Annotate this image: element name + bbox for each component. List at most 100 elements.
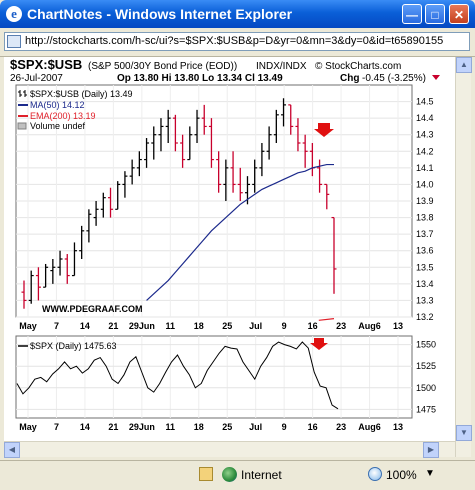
ohlc-bar [194, 109, 200, 143]
ohlc-bar [21, 280, 27, 309]
zone-label: Internet [241, 468, 282, 482]
chevron-down-icon[interactable]: ▼ [425, 468, 435, 479]
maximize-icon[interactable]: □ [425, 4, 445, 24]
url-field[interactable]: http://stockcharts.com/h-sc/ui?s=$SPX:$U… [4, 32, 470, 51]
zoom-label[interactable]: 100% [386, 468, 417, 482]
internet-zone-icon [222, 467, 237, 482]
price-x-tick-label: May [19, 321, 37, 331]
price-y-tick-label: 13.5 [416, 262, 434, 272]
ohlc-bar [295, 118, 301, 152]
spx-x-tick-label: 14 [80, 422, 90, 432]
price-y-tick-label: 13.2 [416, 312, 434, 322]
price-x-tick-label: 9 [282, 321, 287, 331]
price-y-tick-label: 14.0 [416, 179, 434, 189]
price-y-tick-label: 13.6 [416, 246, 434, 256]
spx-line [16, 341, 339, 410]
chart-exchange: INDX/INDX [256, 61, 307, 72]
chart-ohlc: Op 13.80 Hi 13.80 Lo 13.34 Cl 13.49 [117, 73, 283, 84]
price-y-tick-label: 14.5 [416, 97, 434, 107]
spx-x-tick-label: 16 [308, 422, 318, 432]
spx-x-tick-label: 18 [194, 422, 204, 432]
ohlc-bar [302, 134, 308, 168]
price-x-tick-label: 13 [393, 321, 403, 331]
price-x-tick-label: Jul [249, 321, 262, 331]
url-text: http://stockcharts.com/h-sc/ui?s=$SPX:$U… [25, 35, 444, 47]
spx-x-tick-label: 7 [54, 422, 59, 432]
window-title: ChartNotes - Windows Internet Explorer [27, 6, 293, 22]
price-y-tick-label: 13.4 [416, 279, 434, 289]
ohlc-bar [259, 143, 265, 177]
ohlc-bar [187, 126, 193, 161]
ohlc-bar [35, 267, 41, 301]
price-y-tick-label: 13.3 [416, 295, 434, 305]
spx-x-tick-label: 29Jun [129, 422, 155, 432]
price-bars [21, 98, 337, 309]
page-icon [7, 35, 21, 48]
ohlc-bar [100, 192, 106, 218]
vertical-scrollbar[interactable]: ▲ ▼ [455, 57, 472, 457]
ohlc-bar [50, 259, 56, 284]
ohlc-bar [158, 118, 164, 152]
minimize-icon[interactable]: — [402, 4, 422, 24]
ohlc-bar [86, 209, 92, 243]
ohlc-bar [281, 98, 287, 127]
price-y-tick-label: 13.7 [416, 229, 434, 239]
spx-y-tick-label: 1525 [416, 361, 436, 371]
scroll-left-icon[interactable]: ◀ [4, 442, 20, 458]
price-x-tick-label: 21 [108, 321, 118, 331]
ohlc-bar [122, 171, 128, 198]
spx-x-tick-label: Jul [249, 422, 262, 432]
page-content: $SPX:$USB (S&P 500/30Y Bond Price (EOD))… [4, 57, 455, 457]
price-x-tick-label: 14 [80, 321, 90, 331]
protected-mode-icon [199, 467, 213, 481]
close-icon[interactable]: ✕ [449, 4, 469, 24]
ohlc-bar [331, 216, 337, 294]
price-x-tick-label: 11 [166, 321, 176, 331]
spx-x-tick-label: 13 [393, 422, 403, 432]
ohlc-bar [108, 187, 114, 218]
ohlc-bar [273, 109, 279, 143]
ohlc-bar [252, 159, 258, 193]
scroll-up-icon[interactable]: ▲ [456, 57, 472, 73]
ohlc-bar [208, 118, 214, 168]
ohlc-bar [144, 138, 150, 168]
price-x-tick-label: 23 [336, 321, 346, 331]
price-x-axis: May 7 14 21 29Jun 11 18 25 Jul 9 16 23 Aug6 13 [19, 321, 403, 331]
change-label: Chg [340, 73, 359, 84]
price-y-tick-label: 14.1 [416, 163, 434, 173]
spx-x-tick-label: Aug6 [358, 422, 381, 432]
price-legend: $SPX:$USB (Daily) 13.49 MA(50) 14.12 EMA… [17, 89, 133, 131]
price-y-tick-label: 14.2 [416, 146, 434, 156]
volume-legend-label: Volume undef [30, 121, 86, 131]
price-x-tick-label: 16 [308, 321, 318, 331]
ma-legend-label: MA(50) 14.12 [30, 100, 85, 110]
ohlc-bar [223, 159, 229, 201]
scroll-down-icon[interactable]: ▼ [456, 425, 472, 441]
ohlc-bar [216, 151, 222, 193]
spx-y-axis: 1475 1500 1525 1550 [416, 340, 436, 415]
red-arrow-upper [314, 123, 334, 137]
price-x-tick-label: 29Jun [129, 321, 155, 331]
ohlc-bar [151, 126, 157, 160]
watermark: WWW.PDEGRAAF.COM [42, 304, 143, 314]
ohlc-bar [71, 242, 77, 277]
spx-grid [16, 336, 412, 418]
spx-x-tick-label: May [19, 422, 37, 432]
spx-x-tick-label: 21 [108, 422, 118, 432]
chart-date: 26-Jul-2007 [10, 73, 63, 84]
spx-x-tick-label: 23 [336, 422, 346, 432]
ohlc-bar [172, 114, 178, 152]
ohlc-bar [57, 250, 63, 276]
series-legend-label: $SPX:$USB (Daily) 13.49 [30, 89, 133, 99]
chart-copyright: © StockCharts.com [315, 61, 401, 72]
horizontal-scrollbar[interactable]: ◀ ▶ [4, 441, 455, 458]
spx-y-tick-label: 1475 [416, 404, 436, 414]
spx-panel [15, 335, 413, 419]
ohlc-bar [288, 104, 294, 135]
title-bar[interactable]: e ChartNotes - Windows Internet Explorer… [0, 0, 475, 28]
scroll-right-icon[interactable]: ▶ [423, 442, 439, 458]
spx-x-tick-label: 25 [222, 422, 232, 432]
zoom-icon[interactable] [368, 467, 382, 481]
red-arrow-lower [310, 338, 328, 350]
spx-y-tick-label: 1550 [416, 340, 436, 350]
